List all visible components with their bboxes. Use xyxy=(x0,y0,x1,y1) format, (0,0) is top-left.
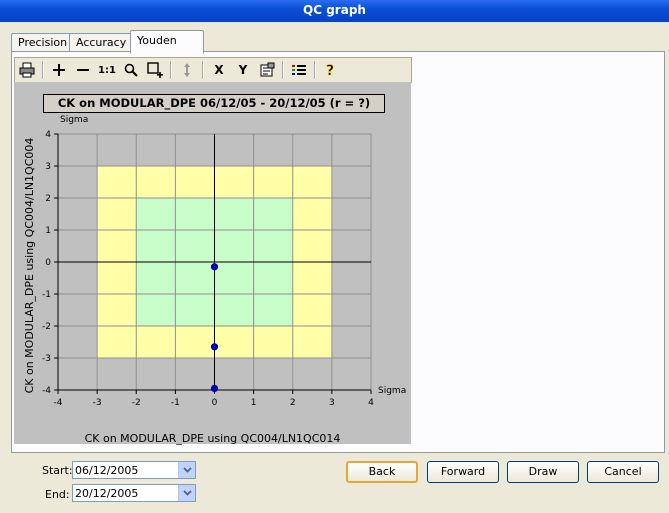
x-tick-label: -2 xyxy=(132,398,141,408)
data-point xyxy=(210,384,219,392)
end-date-field[interactable]: 20/12/2005 xyxy=(72,484,196,502)
start-label-text: Start: xyxy=(42,464,73,477)
print-icon[interactable] xyxy=(17,60,37,80)
draw-button[interactable]: Draw xyxy=(507,461,579,483)
data-point xyxy=(210,263,219,271)
y-tick-label: -1 xyxy=(42,290,51,300)
start-date-dropdown[interactable] xyxy=(178,462,195,478)
x-tick-label: 1 xyxy=(251,398,257,408)
tab-accuracy[interactable]: Accuracy xyxy=(69,33,134,52)
x-tick-label: -3 xyxy=(93,398,102,408)
x-tick-label: 2 xyxy=(290,398,296,408)
toolbar-separator xyxy=(282,61,284,79)
back-button[interactable]: Back xyxy=(346,461,418,483)
end-date-dropdown[interactable] xyxy=(178,485,195,501)
window-title: QC graph xyxy=(0,0,669,22)
y-tick-label: 0 xyxy=(45,258,51,268)
help-icon[interactable]: ? xyxy=(321,60,341,80)
y-axis-button[interactable]: Y xyxy=(238,63,248,77)
y-tick-label: 1 xyxy=(45,226,51,236)
svg-text:?: ? xyxy=(326,63,334,78)
pan-icon xyxy=(177,60,197,80)
x-tick-label: 3 xyxy=(329,398,335,408)
x-axis-label: CK on MODULAR_DPE using QC004/LN1QC014 xyxy=(84,432,341,445)
youden-chart: -4-4 -3 -3 -2 -2 -1 -1 0 0 1 1 2 2 3 3 4 4 xyxy=(42,130,374,408)
x-axis-button[interactable]: X xyxy=(214,63,224,77)
x-unit-label: Sigma xyxy=(378,386,407,396)
data-point xyxy=(210,343,219,351)
legend-icon[interactable] xyxy=(289,60,309,80)
start-date-field[interactable]: 06/12/2005 xyxy=(72,461,196,479)
cancel-button[interactable]: Cancel xyxy=(587,461,659,483)
chart-title: CK on MODULAR_DPE 06/12/05 - 20/12/05 (r… xyxy=(43,94,385,113)
end-label-text: End: xyxy=(45,488,70,501)
end-label: End: xyxy=(45,488,70,501)
x-tick-label: 0 xyxy=(212,398,218,408)
zoom-in-icon[interactable] xyxy=(49,60,69,80)
start-label: Start: xyxy=(42,464,73,477)
x-tick-label: -1 xyxy=(171,398,180,408)
y-tick-label: -4 xyxy=(42,386,51,396)
tab-precision[interactable]: Precision xyxy=(11,33,75,52)
chevron-down-icon xyxy=(182,467,192,473)
toolbar-separator xyxy=(42,61,44,79)
x-tick-label: -4 xyxy=(54,398,63,408)
chart-toolbar: 1:1 X Y ? xyxy=(14,57,412,83)
forward-button[interactable]: Forward xyxy=(427,461,499,483)
y-tick-label: 4 xyxy=(45,130,51,140)
end-date-value: 20/12/2005 xyxy=(75,487,139,500)
properties-icon[interactable] xyxy=(257,60,277,80)
zoom-rect-icon[interactable] xyxy=(145,60,165,80)
y-tick-label: -2 xyxy=(42,322,51,332)
start-date-value: 06/12/2005 xyxy=(75,464,139,477)
y-unit-label: Sigma xyxy=(60,115,89,125)
toolbar-separator xyxy=(170,61,172,79)
magnifier-icon[interactable] xyxy=(121,60,141,80)
chevron-down-icon xyxy=(182,490,192,496)
zoom-out-icon[interactable] xyxy=(73,60,93,80)
y-tick-label: 3 xyxy=(45,162,51,172)
y-axis-label: CK on MODULAR_DPE using QC004/LN1QC004 xyxy=(23,137,36,394)
x-tick-label: 4 xyxy=(368,398,374,408)
y-tick-label: 2 xyxy=(45,194,51,204)
y-tick-label: -3 xyxy=(42,354,51,364)
toolbar-separator xyxy=(202,61,204,79)
zoom-reset-button[interactable]: 1:1 xyxy=(98,64,116,76)
toolbar-separator xyxy=(314,61,316,79)
tab-youden[interactable]: Youden xyxy=(130,30,204,54)
